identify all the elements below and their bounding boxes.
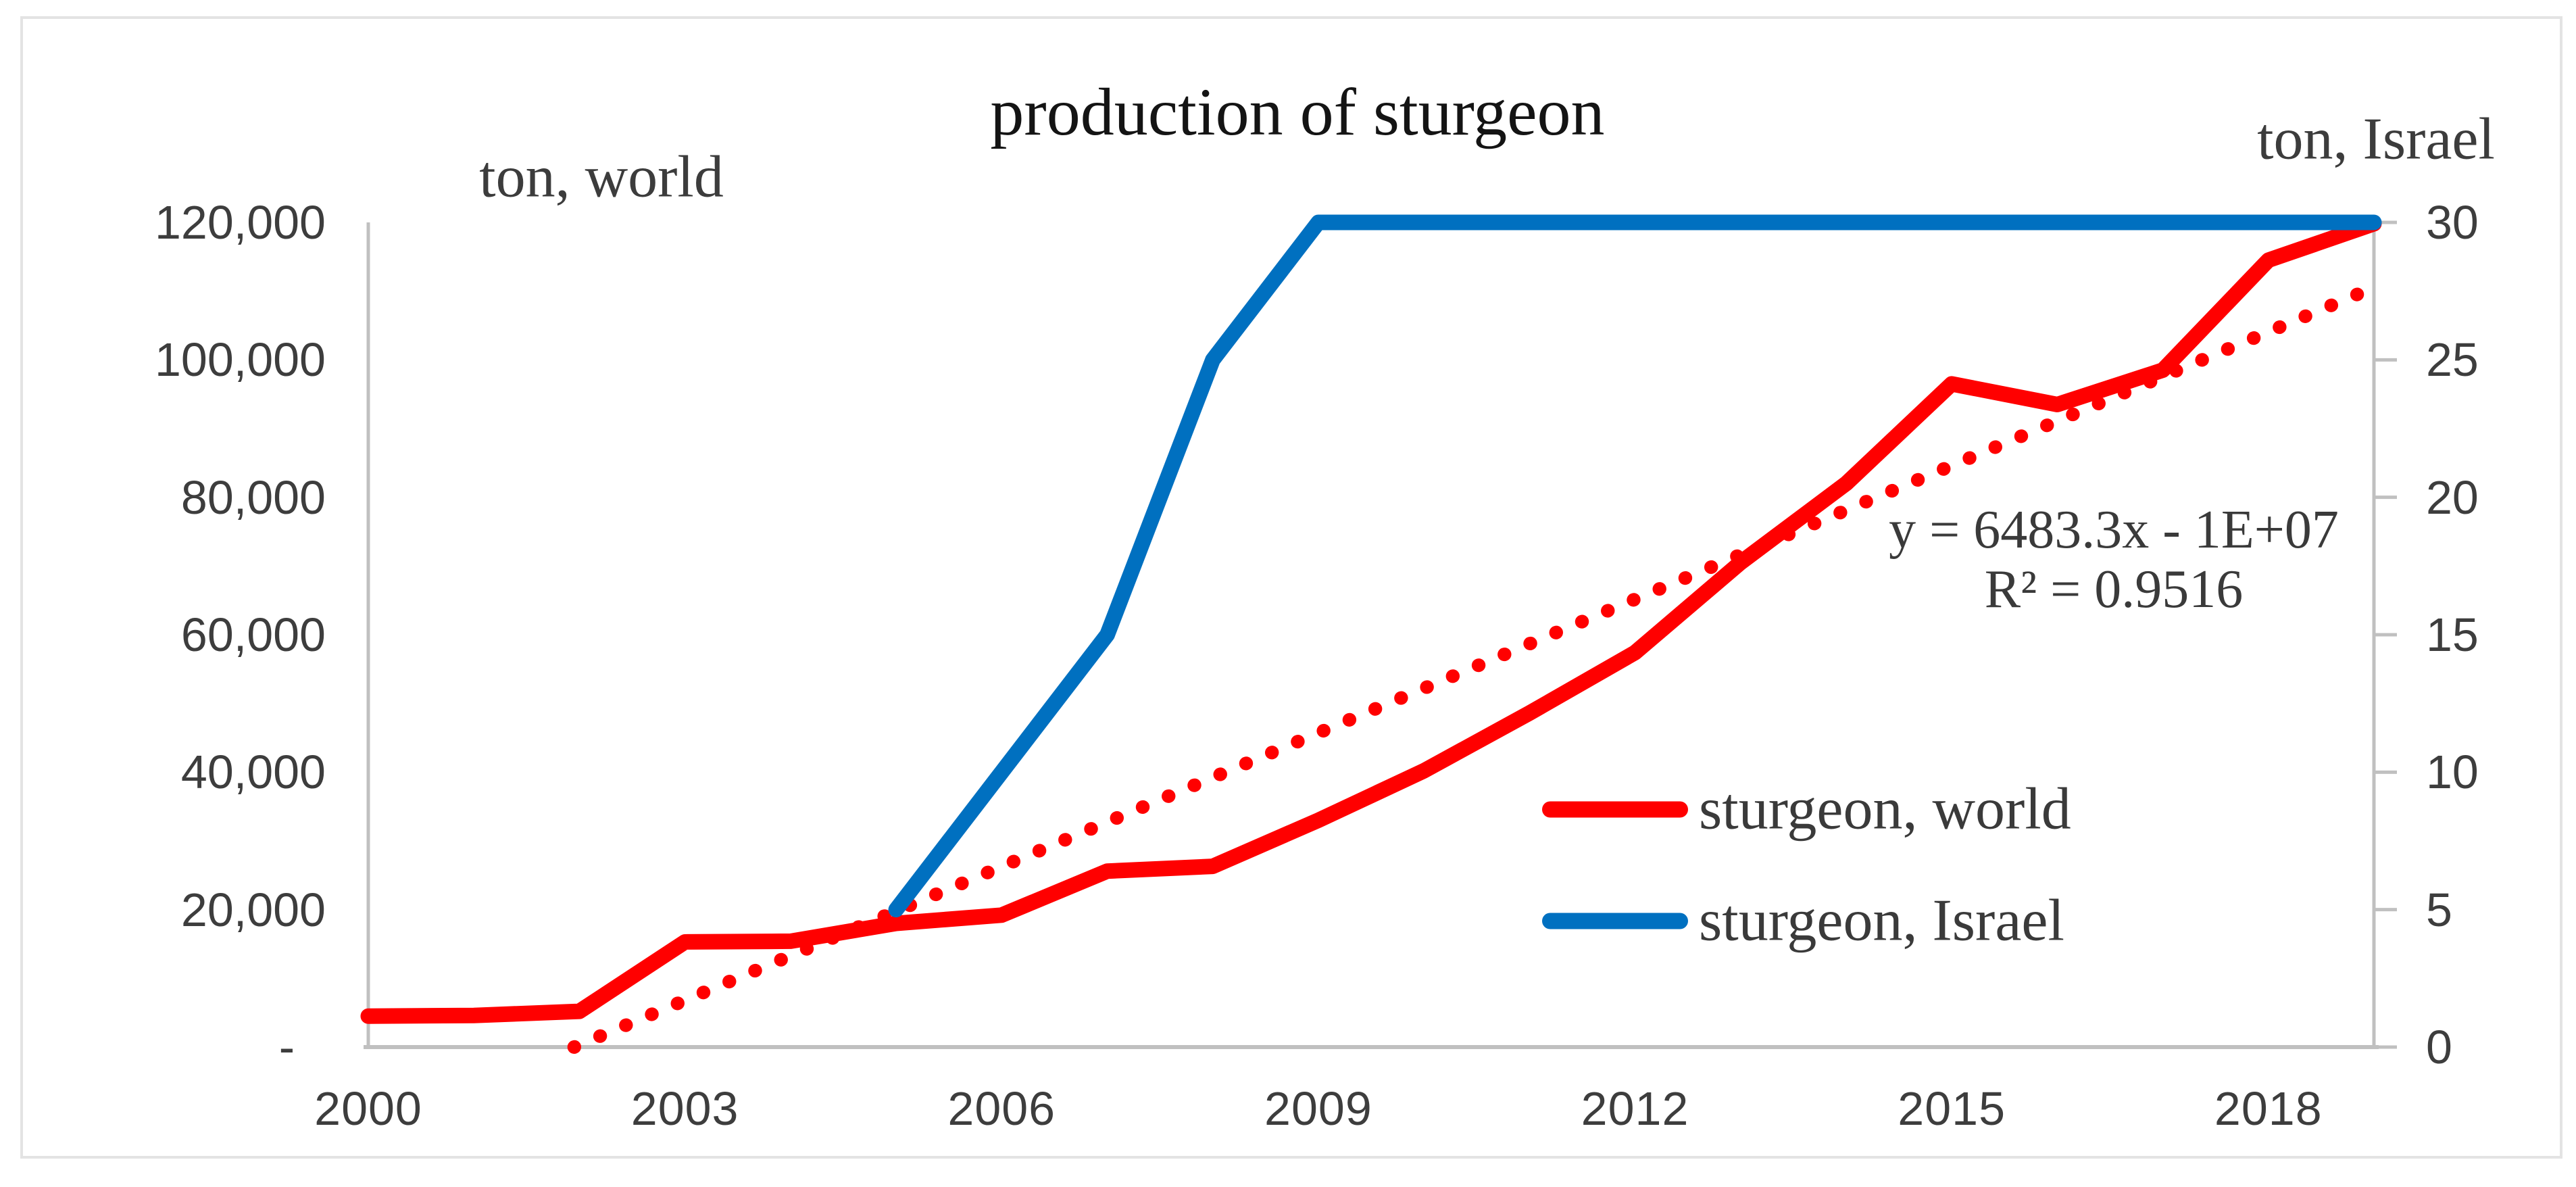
series-line-sturgeon-world bbox=[360, 216, 2382, 1024]
left-axis-tick-label: 20,000 bbox=[180, 883, 326, 936]
left-axis-tick-label: 40,000 bbox=[180, 746, 326, 799]
series-line-sturgeon-israel bbox=[888, 214, 2382, 918]
left-axis-tick-label: 80,000 bbox=[180, 470, 326, 524]
x-axis-tick-label: 2003 bbox=[630, 1082, 739, 1135]
legend-label: sturgeon, Israel bbox=[1699, 888, 2064, 954]
right-axis-tick-label: 30 bbox=[2426, 196, 2479, 249]
r-squared-line: R² = 0.9516 bbox=[1984, 560, 2244, 619]
left-axis-tick-label: 100,000 bbox=[154, 333, 326, 387]
right-axis-tick-label: 25 bbox=[2426, 333, 2479, 387]
right-axis-tick-label: 5 bbox=[2426, 883, 2452, 936]
right-axis-tick-label: 15 bbox=[2426, 608, 2479, 661]
x-axis-tick-label: 2006 bbox=[947, 1082, 1056, 1135]
trendline-equation-line: y = 6483.3x - 1E+07 bbox=[1889, 500, 2339, 560]
left-axis-tick-label: - bbox=[278, 1021, 295, 1073]
left-axis-tick-label: 120,000 bbox=[154, 196, 326, 249]
x-axis-tick-label: 2015 bbox=[1898, 1082, 2006, 1135]
chart-title: production of sturgeon bbox=[990, 74, 1605, 149]
legend-line-swatch bbox=[1542, 801, 1688, 817]
right-axis-tick-label: 10 bbox=[2426, 746, 2479, 799]
series-line-linear-trend-sturgeon-world- bbox=[567, 281, 2381, 1054]
x-axis-tick-label: 2009 bbox=[1264, 1082, 1372, 1135]
right-axis-tick-label: 0 bbox=[2426, 1021, 2452, 1073]
legend-item: sturgeon, world bbox=[1542, 775, 2071, 844]
figure-border-frame bbox=[20, 16, 2562, 1159]
legend-item: sturgeon, Israel bbox=[1542, 887, 2064, 955]
x-axis-tick-label: 2000 bbox=[314, 1082, 422, 1135]
trendline-equation: y = 6483.3x - 1E+07 R² = 0.9516 bbox=[1889, 500, 2339, 619]
right-axis-unit-label: ton, Israel bbox=[2257, 106, 2495, 172]
legend-label: sturgeon, world bbox=[1699, 776, 2071, 842]
left-axis-unit-label: ton, world bbox=[479, 144, 724, 210]
x-axis-tick-label: 2012 bbox=[1581, 1082, 1689, 1135]
left-axis-tick-label: 60,000 bbox=[180, 608, 326, 661]
legend-line-swatch bbox=[1542, 913, 1688, 929]
right-axis-tick-label: 20 bbox=[2426, 470, 2479, 524]
x-axis-tick-label: 2018 bbox=[2214, 1082, 2323, 1135]
